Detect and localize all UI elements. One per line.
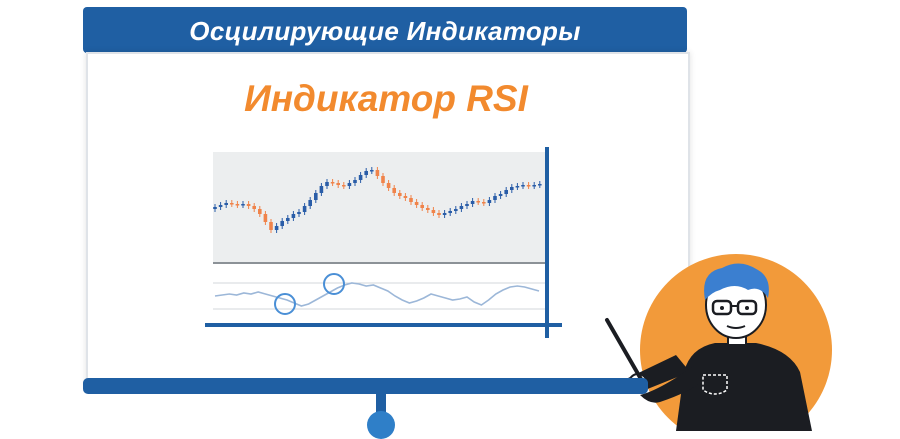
board-stand [376, 393, 386, 418]
rsi-line-icon [214, 273, 540, 315]
candle-body [454, 209, 458, 211]
candle-body [409, 198, 413, 202]
board-stand-knob [367, 411, 395, 439]
candle-body [521, 185, 525, 187]
candle-body [510, 187, 514, 190]
candle-body [325, 182, 329, 186]
candle-body [532, 185, 536, 187]
presentation-board [86, 52, 690, 386]
candle-body [381, 176, 385, 183]
candle-body [504, 190, 508, 194]
candle-body [291, 214, 296, 218]
candle-body [235, 204, 240, 206]
slide-subtitle: Индикатор RSI [244, 78, 528, 119]
candle-body [498, 194, 503, 196]
candle-body [342, 185, 346, 187]
candle-body [431, 210, 436, 213]
candle-body [493, 196, 497, 200]
candle-body [398, 193, 402, 196]
candle-body [347, 183, 352, 186]
candle-body [414, 202, 419, 205]
overbought-highlight-circle [323, 273, 345, 295]
board-base-bar [83, 378, 648, 394]
candle-body [353, 180, 357, 183]
candle-body [218, 205, 223, 207]
candle-body [470, 201, 475, 204]
candle-body [286, 218, 290, 221]
candle-body [482, 202, 486, 204]
candle-body [487, 200, 492, 203]
candle-body [442, 213, 447, 215]
candle-body [230, 203, 234, 205]
candle-body [358, 175, 363, 180]
candle-body [336, 183, 340, 185]
candle-body [263, 214, 268, 222]
candle-body [515, 186, 520, 188]
presenter-figure-icon [628, 254, 832, 431]
candlestick-chart-icon [213, 152, 546, 324]
candle-body [403, 196, 408, 198]
candle-body [280, 221, 284, 226]
candle-body [297, 212, 301, 214]
pointer-stick-icon [605, 318, 647, 388]
candle-body [392, 188, 396, 193]
candle-body [386, 183, 391, 188]
candle-body [459, 206, 464, 209]
candle-body [319, 186, 324, 193]
candle-body [370, 170, 374, 172]
candle-body [538, 184, 542, 186]
banner-title: Осцилирующие Индикаторы [189, 16, 581, 46]
candle-body [364, 171, 368, 175]
candle-body [258, 209, 262, 214]
candle-body [426, 208, 430, 210]
candle-body [437, 213, 441, 215]
oversold-highlight-circle [274, 293, 296, 315]
title-banner: Осцилирующие Индикаторы [83, 7, 687, 53]
candle-body [224, 203, 228, 205]
candle-body [375, 170, 380, 176]
candle-body [314, 193, 318, 200]
candle-body [420, 205, 424, 208]
candle-body [274, 226, 279, 230]
candle-body [465, 204, 469, 206]
candle-body [476, 201, 480, 203]
candle-body [213, 207, 217, 209]
candle-body [448, 211, 452, 213]
candle-body [330, 182, 335, 184]
candle-body [526, 185, 531, 187]
candle-body [246, 204, 251, 206]
candle-body [302, 206, 307, 212]
candle-body [308, 200, 312, 206]
candle-body [269, 222, 273, 230]
candle-body [241, 204, 245, 206]
candle-body [252, 206, 256, 209]
